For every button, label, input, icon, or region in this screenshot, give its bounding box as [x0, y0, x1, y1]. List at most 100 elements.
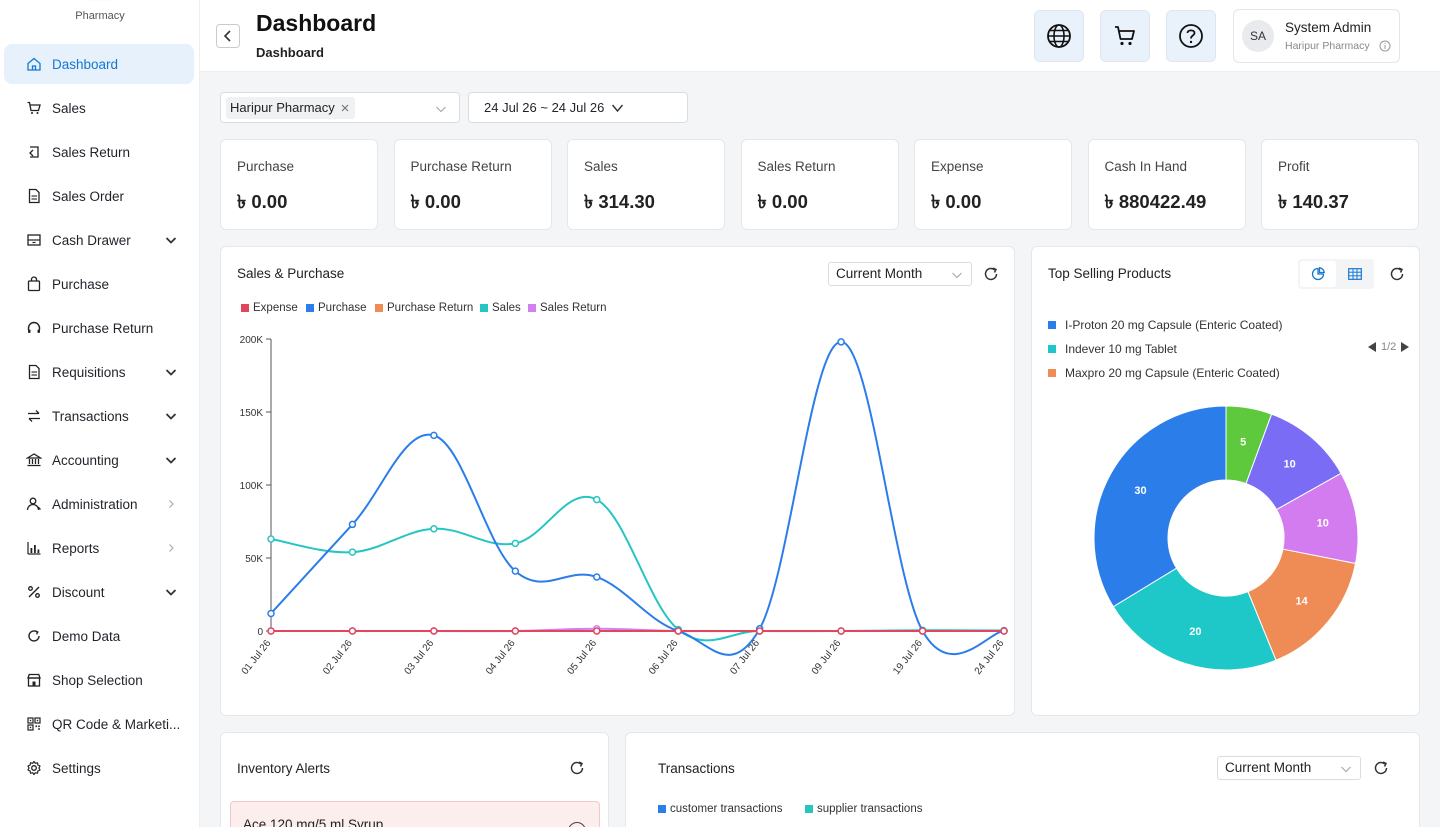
sidebar-item-sales[interactable]: Sales: [4, 88, 194, 128]
data-point[interactable]: [430, 627, 438, 635]
sidebar-item-purchase-return[interactable]: Purchase Return: [4, 308, 194, 348]
avatar: SA: [1242, 20, 1274, 52]
legend-swatch: [306, 304, 314, 312]
shop-tag: Haripur Pharmacy: [226, 97, 355, 119]
top-selling-panel: Top Selling Products I-Proton 20 mg Caps…: [1031, 246, 1420, 716]
table-view-button[interactable]: [1338, 261, 1372, 287]
sidebar-item-requisitions[interactable]: Requisitions: [4, 352, 194, 392]
sidebar-item-transactions[interactable]: Transactions: [4, 396, 194, 436]
help-button[interactable]: [1166, 10, 1216, 62]
period-select[interactable]: Current Month: [828, 262, 972, 286]
stat-card-profit: Profit ৳ 140.37: [1261, 139, 1419, 230]
swap-icon: [26, 408, 42, 424]
period-select-value: Current Month: [1225, 760, 1312, 775]
data-point[interactable]: [430, 431, 438, 440]
data-point[interactable]: [511, 567, 520, 575]
legend-swatch: [241, 304, 249, 312]
legend-item[interactable]: I-Proton 20 mg Capsule (Enteric Coated): [1048, 318, 1282, 332]
legend-swatch: [480, 304, 488, 312]
data-point[interactable]: [267, 535, 275, 543]
data-point[interactable]: [755, 627, 764, 635]
refresh-icon[interactable]: [1389, 266, 1405, 282]
data-point[interactable]: [348, 520, 357, 529]
sidebar-item-settings[interactable]: Settings: [4, 748, 194, 788]
legend-item[interactable]: supplier transactions: [805, 803, 922, 815]
legend-item[interactable]: Purchase: [306, 302, 367, 314]
pie-slice[interactable]: [1093, 405, 1227, 608]
sidebar-item-label: Settings: [52, 760, 101, 776]
y-tick-label: 100K: [240, 481, 264, 492]
period-select[interactable]: Current Month: [1217, 756, 1361, 780]
sidebar-item-sales-return[interactable]: Sales Return: [4, 132, 194, 172]
sidebar-item-label: Sales Return: [52, 144, 131, 160]
shop-select[interactable]: Haripur Pharmacy: [220, 92, 460, 123]
data-point[interactable]: [348, 548, 357, 556]
sidebar-item-administration[interactable]: Administration: [4, 484, 194, 524]
language-button[interactable]: [1034, 10, 1084, 62]
inventory-alert-item[interactable]: Ace 120 mg/5 ml Syrup: [230, 801, 600, 827]
chevron-right-icon: [169, 544, 174, 552]
triangle-right-icon[interactable]: [1399, 341, 1411, 353]
legend-item[interactable]: Expense: [241, 302, 298, 314]
panel-title: Sales & Purchase: [237, 266, 345, 281]
data-point[interactable]: [593, 495, 601, 504]
sidebar-item-dashboard[interactable]: Dashboard: [4, 44, 194, 84]
data-point[interactable]: [267, 627, 275, 635]
data-point[interactable]: [593, 627, 601, 635]
data-point[interactable]: [511, 539, 520, 548]
sidebar-item-qr-code-marketi[interactable]: QR Code & Marketi...: [4, 704, 194, 744]
cart-button[interactable]: [1100, 10, 1150, 62]
data-point[interactable]: [267, 609, 275, 618]
sidebar-item-demo-data[interactable]: Demo Data: [4, 616, 194, 656]
shop-tag-label: Haripur Pharmacy: [230, 100, 335, 115]
legend-item[interactable]: customer transactions: [658, 803, 783, 815]
data-point[interactable]: [837, 338, 845, 346]
triangle-left-icon[interactable]: [1366, 341, 1378, 353]
data-point[interactable]: [837, 627, 845, 635]
refresh-icon[interactable]: [569, 760, 585, 776]
chevron-down-icon: [165, 589, 177, 596]
chevron-left-icon: [223, 30, 231, 42]
legend-item[interactable]: Indever 10 mg Tablet: [1048, 342, 1177, 356]
date-range-picker[interactable]: 24 Jul 26 ~ 24 Jul 26: [468, 92, 688, 123]
sidebar-item-label: Demo Data: [52, 628, 121, 644]
sidebar-item-sales-order[interactable]: Sales Order: [4, 176, 194, 216]
x-tick-label: 19 Jul 26: [891, 638, 925, 677]
legend-label: supplier transactions: [817, 803, 923, 815]
data-point[interactable]: [593, 573, 601, 581]
pie-slice[interactable]: [1112, 567, 1277, 671]
legend-item[interactable]: Maxpro 20 mg Capsule (Enteric Coated): [1048, 366, 1280, 380]
transactions-panel: Transactions Current Month customer tran…: [625, 732, 1420, 827]
legend-label: Indever 10 mg Tablet: [1065, 342, 1177, 356]
legend-label: Purchase: [318, 302, 367, 314]
legend-pager-label: 1/2: [1381, 341, 1397, 353]
stat-card-purchase: Purchase ৳ 0.00: [220, 139, 378, 230]
data-point[interactable]: [1000, 627, 1008, 635]
sidebar-item-reports[interactable]: Reports: [4, 528, 194, 568]
data-point[interactable]: [674, 627, 682, 635]
sidebar-item-accounting[interactable]: Accounting: [4, 440, 194, 480]
sidebar-item-discount[interactable]: Discount: [4, 572, 194, 612]
user-menu[interactable]: SA System Admin Haripur Pharmacy: [1233, 9, 1400, 63]
chevron-down-icon: [165, 369, 177, 376]
close-icon[interactable]: [340, 103, 350, 113]
x-tick-label: 09 Jul 26: [810, 638, 844, 677]
legend-item[interactable]: Sales Return: [528, 302, 606, 314]
back-button[interactable]: [216, 24, 240, 48]
sidebar-item-shop-selection[interactable]: Shop Selection: [4, 660, 194, 700]
sidebar-item-purchase[interactable]: Purchase: [4, 264, 194, 304]
data-point[interactable]: [348, 627, 357, 635]
data-point[interactable]: [430, 525, 438, 533]
legend-item[interactable]: Purchase Return: [375, 302, 473, 314]
legend-label: Sales Return: [540, 302, 607, 314]
data-point[interactable]: [511, 627, 520, 635]
data-point[interactable]: [918, 627, 927, 635]
legend-item[interactable]: Sales: [480, 302, 521, 314]
pie-view-button[interactable]: [1300, 261, 1336, 287]
refresh-icon[interactable]: [1373, 760, 1389, 776]
sidebar-item-cash-drawer[interactable]: Cash Drawer: [4, 220, 194, 260]
x-tick-label: 06 Jul 26: [647, 638, 681, 677]
top-selling-chart: 5 10 10 14 20 30: [1093, 405, 1359, 671]
globe-icon: [1047, 24, 1071, 48]
refresh-icon[interactable]: [983, 266, 999, 282]
